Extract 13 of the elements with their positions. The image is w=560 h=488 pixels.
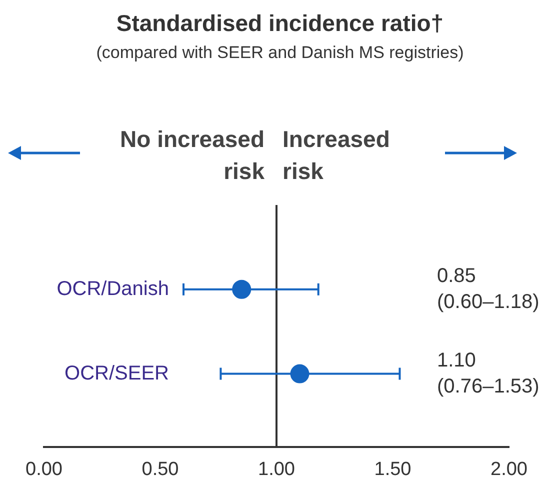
x-tick-label: 0.00 bbox=[26, 458, 62, 480]
text: No increased risk bbox=[120, 126, 265, 184]
annotation: 0.85 (0.60–1.18) bbox=[437, 264, 540, 313]
chart-subtitle: (compared with SEER and Danish MS registries) bbox=[96, 43, 464, 62]
text: Increased risk bbox=[282, 126, 390, 184]
y-tick-label: OCR/Danish bbox=[56, 278, 169, 300]
x-tick-label: 1.50 bbox=[374, 458, 412, 480]
x-tick-label: 1.00 bbox=[258, 458, 295, 480]
x-tick-label: 0.50 bbox=[142, 458, 179, 480]
y-tick-label: OCR/SEER bbox=[64, 362, 169, 384]
chart-title: Standardised incidence ratio† bbox=[116, 10, 444, 36]
annotation: 1.10 (0.76–1.53) bbox=[437, 349, 540, 398]
x-tick-label: 2.00 bbox=[490, 458, 528, 480]
